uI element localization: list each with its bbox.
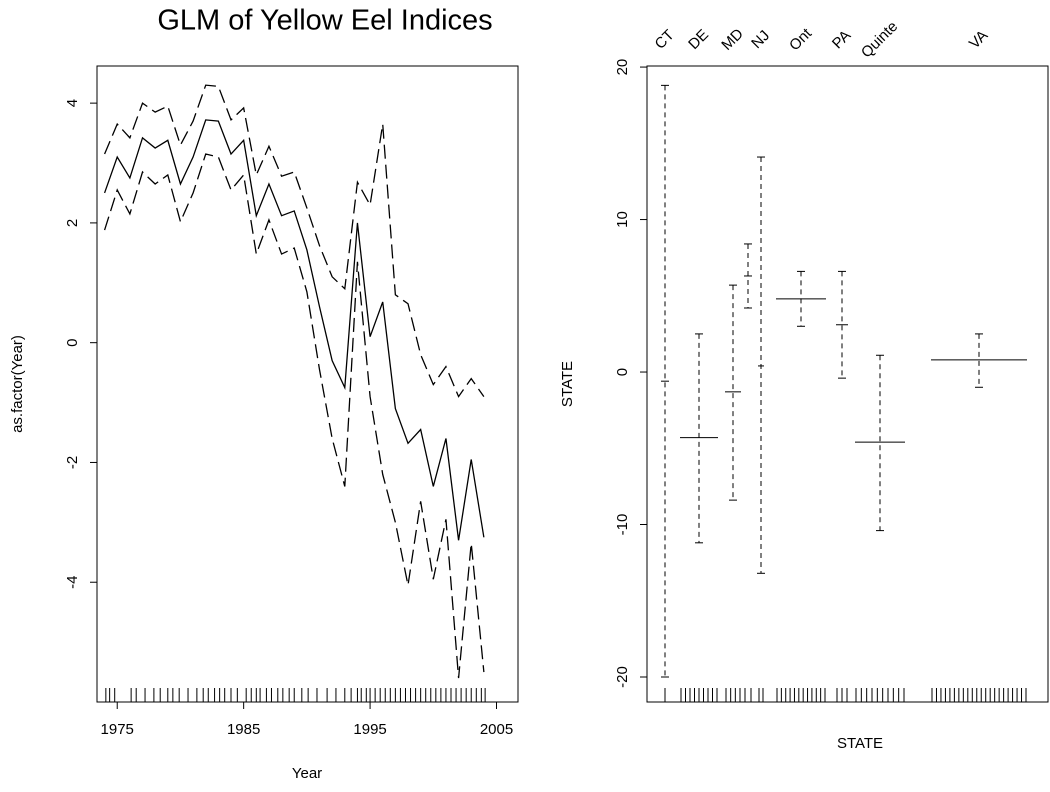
plot-frame bbox=[646, 65, 1049, 703]
x-tick-label: 1995 bbox=[353, 721, 386, 738]
category-label: PA bbox=[829, 27, 854, 52]
series-line bbox=[103, 119, 485, 541]
y-tick-label: -4 bbox=[64, 576, 81, 589]
x-axis-label: STATE bbox=[837, 735, 883, 752]
y-tick-label: 2 bbox=[64, 219, 81, 227]
category-label: MD bbox=[718, 25, 747, 54]
y-axis-label: STATE bbox=[559, 361, 576, 407]
x-tick-label: 1985 bbox=[227, 721, 260, 738]
x-axis-label: Year bbox=[292, 765, 322, 782]
y-tick-label: -10 bbox=[614, 514, 631, 536]
plot-frame bbox=[96, 65, 519, 703]
y-tick-label: -20 bbox=[614, 666, 631, 688]
category-label: Quinte bbox=[858, 18, 901, 61]
chart-title: GLM of Yellow Eel Indices bbox=[157, 5, 492, 37]
x-tick-label: 1975 bbox=[101, 721, 134, 738]
category-label: CT bbox=[652, 27, 678, 53]
x-tick-label: 2005 bbox=[480, 721, 513, 738]
y-tick-label: 0 bbox=[64, 339, 81, 347]
y-tick-label: 10 bbox=[614, 211, 631, 228]
y-tick-label: -2 bbox=[64, 456, 81, 469]
y-tick-label: 4 bbox=[64, 99, 81, 107]
y-tick-label: 0 bbox=[614, 368, 631, 376]
series-line bbox=[103, 153, 485, 679]
series-line bbox=[103, 84, 485, 398]
category-label: DE bbox=[685, 26, 712, 53]
y-tick-label: 20 bbox=[614, 59, 631, 76]
category-label: VA bbox=[966, 27, 991, 52]
y-axis-label: as.factor(Year) bbox=[9, 335, 26, 433]
category-label: Ont bbox=[786, 24, 816, 54]
category-label: NJ bbox=[748, 27, 773, 52]
